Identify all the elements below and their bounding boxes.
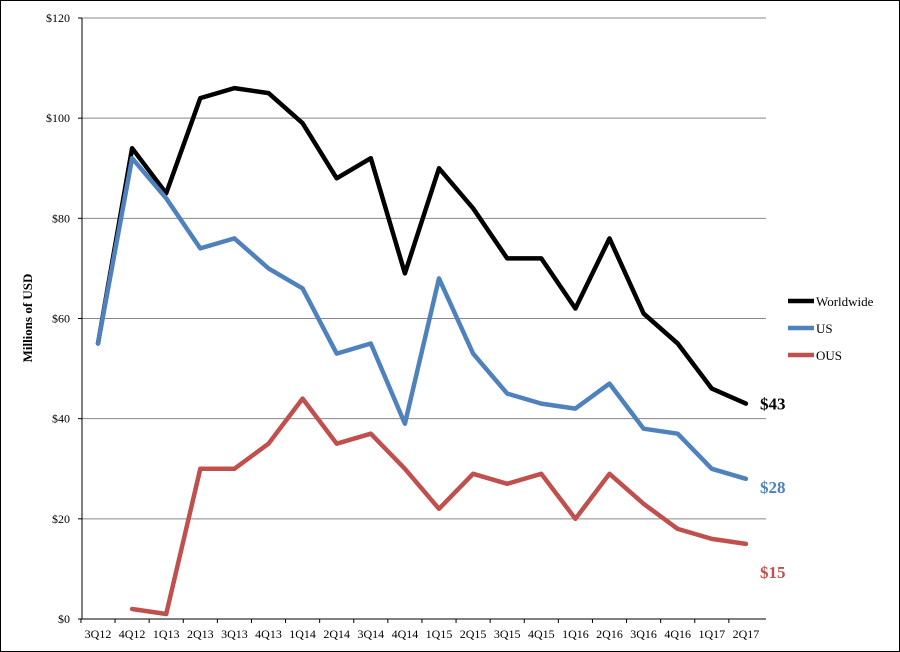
- x-tick-label: 1Q13: [153, 627, 180, 641]
- x-tick-label: 1Q14: [289, 627, 316, 641]
- series-line-ous: [129, 396, 749, 617]
- x-tick-label: 4Q13: [255, 627, 282, 641]
- end-label-ous: $15: [760, 563, 786, 582]
- series-line-worldwide: [95, 85, 749, 406]
- legend-label-ous: OUS: [816, 348, 842, 363]
- end-value-labels: $43 $28 $15: [760, 395, 786, 582]
- legend-label-worldwide: Worldwide: [816, 294, 874, 309]
- x-tick-labels: 3Q12 4Q12 1Q13 2Q13 3Q13 4Q13 1Q14 2Q14 3Q14 4Q14…: [80, 619, 760, 641]
- series-lines: [95, 85, 749, 617]
- gridlines: [82, 17, 766, 520]
- y-tick-label: $120: [46, 11, 70, 25]
- legend: Worldwide US OUS: [788, 294, 874, 363]
- y-axis-label: Millions of USD: [20, 274, 35, 363]
- x-tick-label: 2Q17: [733, 627, 760, 641]
- x-tick-label: 1Q17: [698, 627, 725, 641]
- y-tick-label: $20: [52, 512, 70, 526]
- x-tick-label: 4Q14: [392, 627, 419, 641]
- y-tick-label: $80: [52, 211, 70, 225]
- x-tick-label: 2Q15: [460, 627, 487, 641]
- x-tick-label: 4Q15: [528, 627, 555, 641]
- x-tick-label: 3Q16: [630, 627, 657, 641]
- end-label-us: $28: [760, 478, 786, 497]
- x-tick-label: 3Q12: [85, 627, 112, 641]
- end-label-worldwide: $43: [760, 395, 786, 414]
- x-tick-label: 3Q14: [357, 627, 384, 641]
- series-line-us: [95, 155, 749, 482]
- y-tick-label: $100: [46, 111, 70, 125]
- x-tick-label: 3Q13: [221, 627, 248, 641]
- x-tick-label: 2Q14: [323, 627, 350, 641]
- x-tick-label: 1Q16: [562, 627, 589, 641]
- legend-label-us: US: [816, 321, 833, 336]
- y-tick-label: $60: [52, 312, 70, 326]
- x-tick-label: 4Q12: [119, 627, 146, 641]
- y-tick-labels: $0 $20 $40 $60 $80 $100 $120: [46, 11, 82, 626]
- x-tick-label: 2Q16: [596, 627, 623, 641]
- x-tick-label: 2Q13: [187, 627, 214, 641]
- y-tick-label: $40: [52, 412, 70, 426]
- x-tick-label: 3Q15: [494, 627, 521, 641]
- y-tick-label: $0: [58, 612, 70, 626]
- x-tick-label: 4Q16: [664, 627, 691, 641]
- x-tick-label: 1Q15: [426, 627, 453, 641]
